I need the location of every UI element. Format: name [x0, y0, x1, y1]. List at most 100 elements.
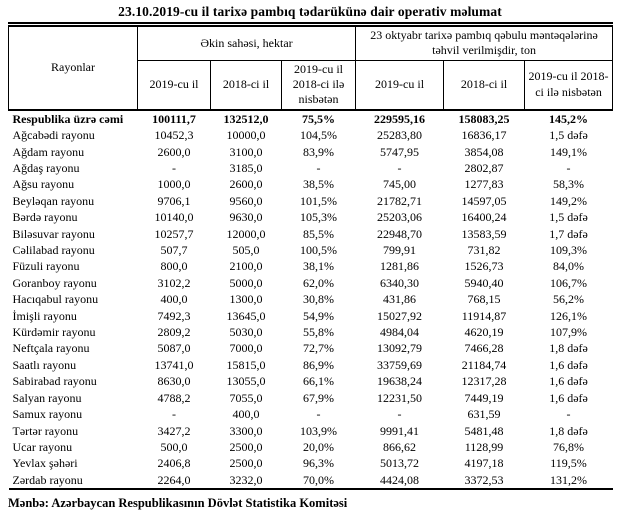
region-name-cell: Hacıqabul rayonu: [12, 292, 99, 307]
value-cell: 56,2%: [553, 292, 585, 307]
report-title: 23.10.2019-cu il tarixə pambıq tədarükün…: [118, 4, 502, 19]
value-cell: 104,5%: [300, 128, 338, 143]
value-cell: 54,9%: [303, 308, 335, 323]
table-row: Saatlı rayonu 13741,0 15815,0 86,9% 33759,69…: [9, 357, 613, 373]
table-row: Hacıqabul rayonu 400,0 1300,0 30,8% 431,86 76…: [9, 291, 613, 307]
value-cell: 76,8%: [553, 439, 585, 454]
table-header: Rayonlar Əkin sahəsi, hektar 23 oktyabr …: [8, 21, 614, 111]
value-cell: 1277,83: [464, 177, 504, 192]
table-row: Cəlilabad rayonu 507,7 505,0 100,5% 799,91 73…: [9, 242, 613, 258]
value-cell: 96,3%: [303, 456, 335, 471]
value-cell: 431,86: [383, 292, 417, 307]
value-cell: 2500,0: [229, 439, 263, 454]
value-cell: 100,5%: [300, 243, 338, 258]
table-row: Respublika üzrə cəmi 100111,7 132512,0 75,5…: [9, 110, 613, 127]
value-cell: 3232,0: [210, 471, 282, 491]
value-cell: 8630,0: [157, 374, 191, 389]
value-cell: 1000,0: [157, 177, 191, 192]
value-cell: -: [316, 161, 321, 176]
value-cell: 3372,53: [443, 471, 525, 491]
table-row: Ağsu rayonu 1000,0 2600,0 38,5% 745,00 1277,8…: [9, 176, 613, 192]
region-name-cell: Biləsuvar rayonu: [12, 226, 95, 241]
table-row: Kürdəmir rayonu 2809,2 5030,0 55,8% 4984,04 4…: [9, 324, 613, 340]
column-header-tons-ratio: 2019-cu il 2018-ci ilə nisbətən: [524, 59, 614, 111]
value-cell: 62,0%: [303, 275, 335, 290]
value-cell: 1,6 dəfə: [549, 374, 588, 389]
value-cell: 4984,04: [380, 325, 420, 340]
value-cell: 105,3%: [300, 210, 338, 225]
value-cell: 25283,80: [377, 128, 423, 143]
region-name-cell: Kürdəmir rayonu: [12, 325, 96, 340]
value-cell: 72,7%: [303, 341, 335, 356]
value-cell: 1,8 dəfə: [549, 341, 588, 356]
value-cell: 2264,0: [137, 471, 211, 491]
region-name-cell: Beyləqan rayonu: [12, 193, 95, 208]
value-cell: 131,2%: [524, 471, 613, 491]
value-cell: 7449,19: [464, 390, 504, 405]
value-cell: 14597,05: [461, 193, 507, 208]
column-header-tons-2019: 2019-cu il: [355, 59, 445, 111]
region-name-cell: Neftçala rayonu: [12, 341, 90, 356]
value-cell: 109,3%: [550, 243, 588, 258]
value-cell: -: [172, 161, 176, 176]
value-cell: 5087,0: [157, 341, 191, 356]
value-cell: 1,5 dəfə: [549, 128, 588, 143]
region-name-cell: Goranboy rayonu: [12, 275, 97, 290]
value-cell: -: [172, 407, 176, 422]
value-cell: 731,82: [467, 243, 501, 258]
value-cell: 66,1%: [303, 374, 335, 389]
group-header-row: Rayonlar Əkin sahəsi, hektar 23 oktyabr …: [8, 21, 614, 111]
value-cell: 12231,50: [377, 390, 423, 405]
column-header-area-2018: 2018-ci il: [210, 59, 282, 111]
value-cell: 768,15: [467, 292, 501, 307]
value-cell: 10140,0: [154, 210, 194, 225]
value-cell: 7492,3: [157, 308, 191, 323]
value-cell: 100111,7: [152, 111, 196, 126]
value-cell: 13055,0: [226, 374, 266, 389]
region-name-cell: Ağcabədi rayonu: [12, 128, 95, 143]
value-cell: 107,9%: [550, 325, 588, 340]
value-cell: 38,1%: [303, 259, 335, 274]
value-cell: 1,5 dəfə: [549, 210, 588, 225]
value-cell: 229595,16: [374, 111, 426, 126]
source-note: Mənbə: Azərbaycan Respublikasının Dövlət…: [8, 496, 348, 511]
value-cell: 16400,24: [461, 210, 507, 225]
value-cell: 83,9%: [303, 144, 335, 159]
value-cell: 5013,72: [380, 456, 420, 471]
value-cell: 3427,2: [157, 423, 191, 438]
table-row: Sabirabad rayonu 8630,0 13055,0 66,1% 19638,…: [9, 373, 613, 389]
value-cell: 500,0: [160, 439, 188, 454]
value-cell: 55,8%: [303, 325, 335, 340]
region-name-cell: Yevlax şəhəri: [12, 456, 78, 471]
value-cell: 16836,17: [461, 128, 507, 143]
value-cell: 5747,95: [380, 144, 420, 159]
table-row: Ağdam rayonu 2600,0 3100,0 83,9% 5747,95 3854…: [9, 144, 613, 160]
value-cell: 13741,0: [154, 357, 194, 372]
value-cell: 15815,0: [226, 357, 266, 372]
value-cell: 13645,0: [226, 308, 266, 323]
table-row: Tərtər rayonu 3427,2 3300,0 103,9% 9991,41 54…: [9, 423, 613, 439]
value-cell: 21782,71: [377, 193, 423, 208]
value-cell: 33759,69: [377, 357, 423, 372]
value-cell: 866,62: [383, 439, 417, 454]
value-cell: 106,7%: [550, 275, 588, 290]
value-cell: 21184,74: [461, 357, 507, 372]
table-body: Respublika üzrə cəmi 100111,7 132512,0 75,5…: [8, 110, 613, 491]
value-cell: 20,0%: [303, 439, 335, 454]
value-cell: 5481,48: [464, 423, 504, 438]
value-cell: 85,5%: [303, 226, 335, 241]
value-cell: -: [566, 407, 571, 422]
value-cell: 7466,28: [464, 341, 504, 356]
table-row: Ucar rayonu 500,0 2500,0 20,0% 866,62 1128,99…: [9, 439, 613, 455]
region-name-cell: Ağdam rayonu: [12, 144, 85, 159]
table-row: Ağdaş rayonu - 3185,0 - - 2802,87 -: [9, 160, 613, 176]
region-name-cell: İmişli rayonu: [12, 308, 77, 323]
value-cell: 3102,2: [157, 275, 191, 290]
value-cell: 4197,18: [464, 456, 504, 471]
value-cell: 9991,41: [380, 423, 420, 438]
value-cell: 10257,7: [154, 226, 194, 241]
value-cell: 70,0%: [281, 471, 356, 491]
value-cell: 30,8%: [303, 292, 335, 307]
value-cell: -: [397, 161, 402, 176]
